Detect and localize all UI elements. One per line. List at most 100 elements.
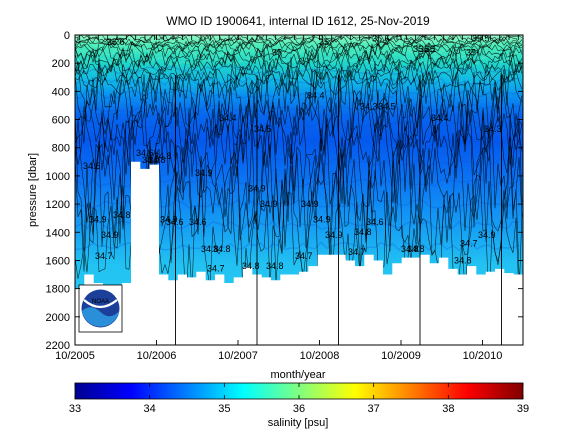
- contour-line: [75, 51, 523, 78]
- contour-label: 34.3: [360, 102, 378, 112]
- x-axis: 10/2005 10/2006 10/2007 10/2008 10/2009 10/20…: [55, 35, 502, 362]
- noaa-logo: NOAA: [78, 284, 123, 333]
- contour-labels: 34.634.634.634.834.7 34.7 34.834.834.934.9…: [83, 33, 502, 274]
- contour-label: 34.7: [95, 251, 113, 261]
- y-tick-label: 0: [64, 30, 70, 42]
- contour-line: [75, 70, 523, 96]
- cycle-markers: [175, 75, 502, 345]
- contour-label: 35: [319, 37, 329, 47]
- contour-label: 34.7: [348, 247, 366, 257]
- colorbar-tick-label: 33: [69, 403, 81, 415]
- contour-label: 34.8: [354, 227, 372, 237]
- y-tick-label: 400: [52, 86, 70, 98]
- chart-title: WMO ID 1900641, internal ID 1612, 25-Nov…: [166, 14, 430, 28]
- colorbar-label: salinity [psu]: [268, 417, 329, 429]
- contour-label: 35.6: [372, 33, 390, 43]
- y-axis: 0 200 400 600 800 1000 1200 1400 1600 1800 2000 220…: [46, 30, 523, 352]
- contour-label: 34.4: [307, 90, 325, 100]
- colorbar: 33 34 35 36 37 38 39 salinity [psu]: [69, 382, 529, 429]
- y-tick-label: 1800: [46, 284, 70, 296]
- contour-line: [75, 61, 523, 139]
- contour-line: [75, 35, 523, 45]
- contour-label: 34.7: [295, 251, 313, 261]
- contour-line: [75, 35, 523, 43]
- contour-label: 34.9: [478, 230, 496, 240]
- contour-label: 35: [425, 44, 435, 54]
- contour-label: 34.9: [142, 155, 160, 165]
- contour-label: 34.6: [83, 161, 101, 171]
- contour-label: 34.8: [201, 244, 219, 254]
- contour-label: 34.9: [313, 214, 331, 224]
- colorbar-tick-label: 35: [218, 403, 230, 415]
- contour-label: 34.9: [248, 183, 266, 193]
- y-tick-label: 800: [52, 143, 70, 155]
- contour-line: [75, 138, 523, 283]
- contour-label: 34.9: [260, 199, 278, 209]
- x-tick-label: 10/2009: [381, 350, 421, 362]
- contour-label: 34.9: [101, 230, 119, 240]
- contour-label: 34.8: [154, 151, 172, 161]
- contour-label: 34.6: [136, 148, 154, 158]
- colorbar-tick-label: 37: [368, 403, 380, 415]
- contour-label: 34.9: [160, 214, 178, 224]
- y-tick-label: 1400: [46, 227, 70, 239]
- contour-label: 34.8: [401, 244, 419, 254]
- y-tick-label: 2200: [46, 340, 70, 352]
- x-tick-label: 10/2008: [300, 350, 340, 362]
- y-tick-label: 200: [52, 58, 70, 70]
- salinity-band: [75, 76, 520, 86]
- contour-label: 35: [466, 47, 476, 57]
- colorbar-tick-label: 34: [144, 403, 156, 415]
- contour-label: 34.7: [207, 264, 225, 274]
- contour-label: 34.8: [113, 210, 131, 220]
- contour-line: [75, 57, 523, 83]
- plot-frame: [74, 34, 524, 346]
- contour-label: 34.3: [484, 124, 502, 134]
- contour-label: 34.9: [89, 214, 107, 224]
- colorbar-tick-label: 36: [293, 403, 305, 415]
- x-tick-label: 10/2007: [218, 350, 258, 362]
- contour-line: [75, 40, 523, 53]
- x-tick-label: 10/2006: [137, 350, 177, 362]
- contour-line: [75, 37, 523, 62]
- y-tick-label: 1200: [46, 199, 70, 211]
- contour-label: 34.5: [254, 124, 272, 134]
- contour-label: 34.8: [148, 155, 166, 165]
- y-tick-label: 1600: [46, 255, 70, 267]
- contour-line: [75, 35, 523, 47]
- salinity-band: [75, 46, 520, 58]
- profile-ticks: [79, 35, 519, 40]
- contour-line: [75, 90, 523, 236]
- contour-line: [75, 89, 523, 169]
- y-axis-label: pressure [dbar]: [27, 153, 39, 227]
- contour-label: 35.1: [419, 44, 437, 54]
- salinity-band: [75, 156, 520, 167]
- x-tick-label: 10/2005: [55, 350, 95, 362]
- contour-label: 34.6: [366, 217, 384, 227]
- contour-label: 35: [272, 47, 282, 57]
- contour-label: 34.6: [166, 217, 184, 227]
- contour-label: 34.8: [213, 244, 231, 254]
- contour-label: 35: [413, 44, 423, 54]
- contour-label: 34.9: [325, 230, 343, 240]
- contour-line: [75, 39, 523, 66]
- contour-label: 34.4: [219, 113, 237, 123]
- x-tick-label: 10/2010: [463, 350, 503, 362]
- colorbar-tick-label: 39: [517, 403, 529, 415]
- contour-label: 34.5: [378, 102, 396, 112]
- contour-label: 34.9: [195, 168, 213, 178]
- plot-area: 34.634.634.634.834.7 34.7 34.834.834.934.9…: [75, 33, 523, 345]
- logo-text: NOAA: [92, 299, 109, 305]
- contour-label: 34.8: [454, 255, 472, 265]
- contour-label: 35.5: [472, 33, 490, 43]
- contour-label: 34.8: [407, 244, 425, 254]
- y-tick-label: 2000: [46, 312, 70, 324]
- salinity-band: [75, 103, 520, 113]
- contour-label: 34.8: [242, 261, 260, 271]
- contour-label: 34.9: [301, 199, 319, 209]
- contour-line: [75, 37, 523, 50]
- x-axis-label: month/year: [270, 369, 325, 381]
- colorbar-tick-label: 38: [442, 403, 454, 415]
- salinity-contours: [75, 35, 523, 311]
